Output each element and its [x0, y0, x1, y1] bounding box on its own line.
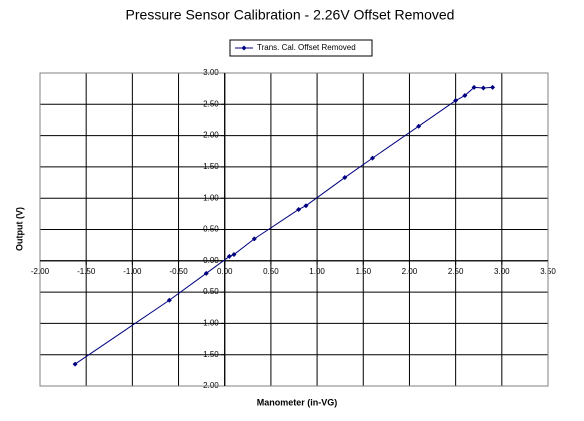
- point: [480, 85, 486, 91]
- legend-label: Trans. Cal. Offset Removed: [257, 43, 356, 52]
- point: [72, 361, 78, 367]
- x-tick-label: 1.00: [309, 267, 325, 276]
- legend-box: [229, 39, 373, 57]
- point: [370, 155, 376, 161]
- point: [342, 175, 348, 181]
- point: [251, 236, 257, 242]
- x-tick-label: -1.50: [77, 267, 96, 276]
- x-tick-label: 0.50: [263, 267, 279, 276]
- y-tick-label: 1.50: [203, 350, 219, 359]
- y-tick-label: 1.00: [203, 193, 219, 202]
- y-axis-title: Output (V): [14, 207, 24, 251]
- y-tick-label: 0.50: [203, 287, 219, 296]
- x-tick-label: 1.50: [355, 267, 371, 276]
- point: [203, 270, 209, 276]
- x-axis-title: Manometer (in-VG): [257, 397, 338, 407]
- y-tick-label: 1.50: [203, 162, 219, 171]
- point: [453, 98, 459, 104]
- x-tick-label: -0.50: [169, 267, 188, 276]
- point: [490, 84, 496, 90]
- point: [303, 203, 309, 209]
- chart-title: Pressure Sensor Calibration - 2.26V Offs…: [126, 7, 455, 23]
- point: [471, 84, 477, 90]
- x-tick-label: 2.50: [448, 267, 464, 276]
- point: [226, 253, 232, 259]
- point: [296, 206, 302, 212]
- series-line: [74, 86, 493, 365]
- x-tick-label: 2.00: [402, 267, 418, 276]
- point: [462, 93, 468, 99]
- y-tick-label: 0.50: [203, 225, 219, 234]
- y-tick-label: 2.00: [203, 131, 219, 140]
- plot-border: [39, 72, 549, 387]
- x-tick-label: -1.00: [123, 267, 142, 276]
- x-tick-label: 3.00: [494, 267, 510, 276]
- y-tick-label: 2.50: [203, 99, 219, 108]
- point: [231, 252, 237, 258]
- point: [166, 297, 172, 303]
- y-tick-label: 1.00: [203, 319, 219, 328]
- point: [416, 123, 422, 129]
- legend-marker: [241, 45, 247, 51]
